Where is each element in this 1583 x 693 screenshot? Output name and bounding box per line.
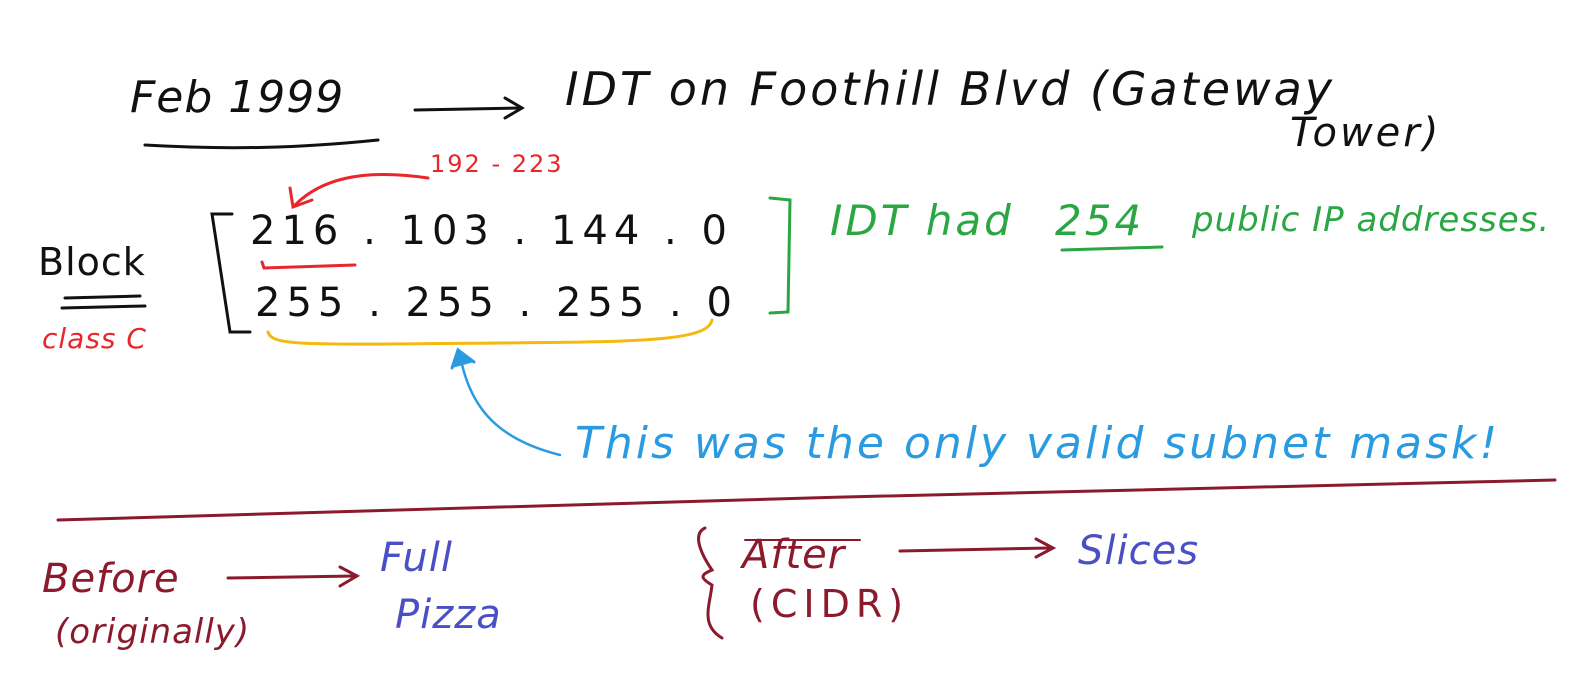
arrow-date-to-idt-head xyxy=(503,96,525,120)
before-label: Before xyxy=(42,556,180,602)
mask-note: This was the only valid subnet mask! xyxy=(575,418,1501,469)
ip-address: 216 . 103 . 144 . 0 xyxy=(250,208,733,254)
curly-brace xyxy=(697,526,724,640)
range-note: 192 - 223 xyxy=(430,150,564,178)
public-note-suffix: public IP addresses. xyxy=(1192,200,1551,240)
arrow-date-to-idt xyxy=(413,106,522,112)
block-underline-2 xyxy=(60,304,147,310)
public-note-prefix: IDT had xyxy=(830,196,1014,245)
divider-line xyxy=(56,478,1557,522)
full-label: Full xyxy=(380,535,453,581)
count-underline xyxy=(1060,245,1164,252)
mask-arrow-head xyxy=(450,347,476,370)
subnet-mask: 255 . 255 . 255 . 0 xyxy=(255,280,738,326)
first-octet-underline xyxy=(260,260,357,270)
pizza-label: Pizza xyxy=(395,592,502,638)
left-bracket xyxy=(210,212,252,334)
public-count: 254 xyxy=(1055,196,1145,245)
mask-arrow xyxy=(458,353,562,457)
mask-underline xyxy=(266,318,714,346)
range-arrow-head xyxy=(288,186,314,210)
right-bracket xyxy=(768,196,792,315)
arrow-before-to-full-head xyxy=(338,565,361,588)
range-arrow xyxy=(293,172,430,207)
destination-label: IDT on Foothill Blvd (Gateway xyxy=(565,62,1336,116)
date-underline xyxy=(143,138,380,150)
arrow-after-to-slices xyxy=(898,546,1052,553)
before-sub: (originally) xyxy=(55,612,251,652)
block-underline-1 xyxy=(63,294,142,300)
after-label: After xyxy=(742,532,846,578)
slices-label: Slices xyxy=(1078,528,1200,574)
class-label: class C xyxy=(42,322,147,355)
arrow-before-to-full xyxy=(226,574,357,580)
after-sub: (CIDR) xyxy=(750,582,910,626)
block-label: Block xyxy=(38,240,146,284)
destination-label-line2: Tower) xyxy=(1290,110,1442,156)
arrow-after-to-slices-head xyxy=(1034,537,1057,559)
date-label: Feb 1999 xyxy=(130,72,345,123)
